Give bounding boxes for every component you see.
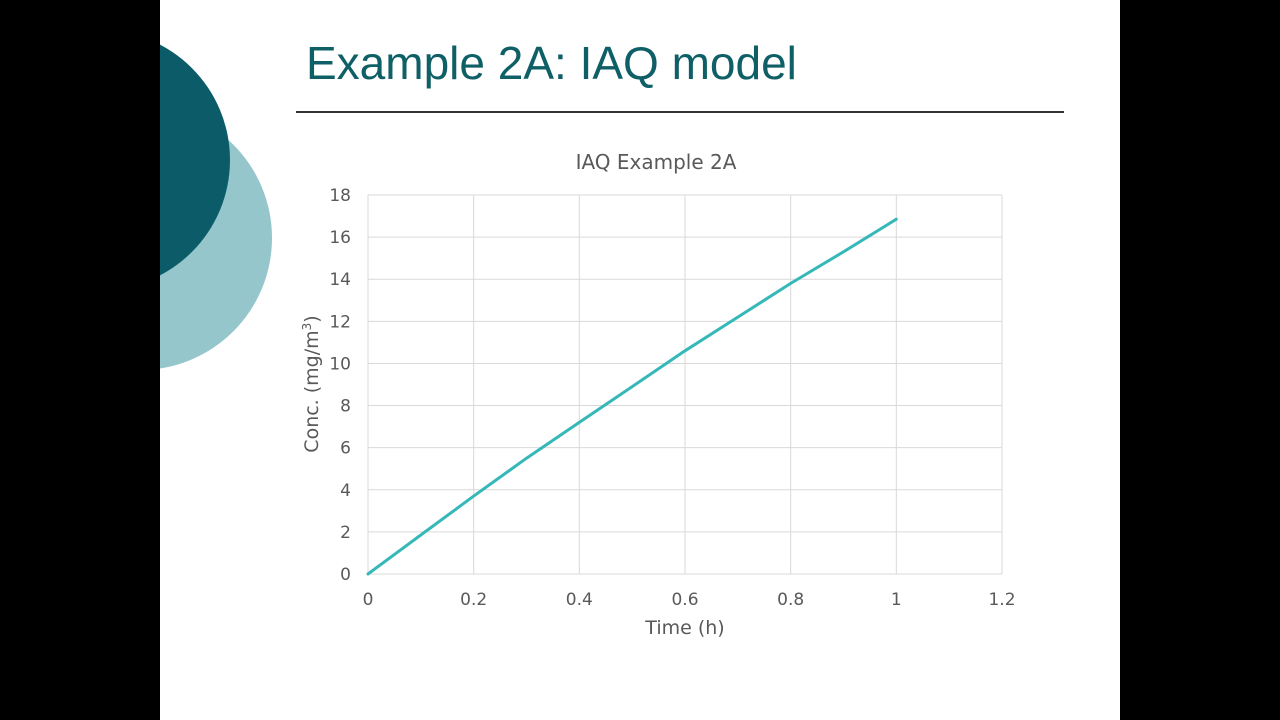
x-tick-label: 0 — [363, 590, 374, 610]
y-axis-label-end: ) — [301, 315, 323, 322]
line-chart: IAQ Example 2A 0 0.2 0.4 0.6 0.8 1 1.2 0 2 4 6 8 10… — [160, 0, 1120, 720]
y-tick-label: 4 — [340, 481, 351, 501]
y-tick-label: 14 — [329, 270, 351, 290]
x-tick-label: 1 — [891, 590, 902, 610]
y-axis-label-sup: 3 — [300, 323, 314, 331]
series-line — [368, 219, 896, 574]
x-axis-label: Time (h) — [644, 617, 724, 639]
y-axis-label: Conc. (mg/m3) — [300, 315, 323, 452]
x-tick-label: 0.4 — [566, 590, 593, 610]
x-tick-label: 0.2 — [460, 590, 487, 610]
y-tick-labels: 0 2 4 6 8 10 12 14 16 18 — [329, 186, 351, 585]
chart-title: IAQ Example 2A — [576, 150, 737, 174]
x-tick-label: 0.6 — [671, 590, 698, 610]
y-tick-label: 0 — [340, 565, 351, 585]
y-tick-label: 10 — [329, 354, 351, 374]
y-tick-label: 16 — [329, 228, 351, 248]
y-tick-label: 12 — [329, 312, 351, 332]
x-tick-label: 0.8 — [777, 590, 804, 610]
x-tick-label: 1.2 — [988, 590, 1015, 610]
x-tick-labels: 0 0.2 0.4 0.6 0.8 1 1.2 — [363, 590, 1016, 610]
y-tick-label: 18 — [329, 186, 351, 206]
y-tick-label: 8 — [340, 397, 351, 417]
y-axis-label-main: Conc. (mg/m — [301, 330, 323, 452]
y-tick-label: 2 — [340, 523, 351, 543]
chart-grid — [368, 195, 1002, 574]
y-tick-label: 6 — [340, 439, 351, 459]
chart-series — [368, 219, 896, 574]
slide: Example 2A: IAQ model IAQ Example 2A 0 0.… — [160, 0, 1120, 720]
